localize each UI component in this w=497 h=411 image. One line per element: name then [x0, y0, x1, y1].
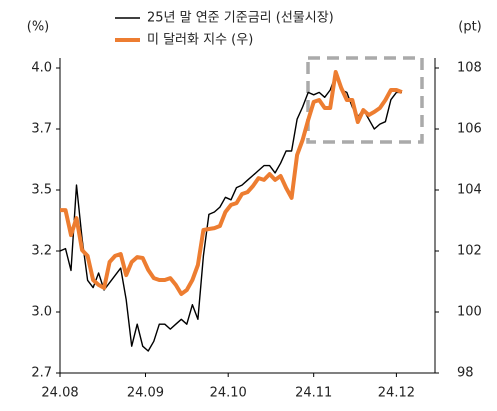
x-tick-label: 24.09: [127, 386, 164, 401]
y2-tick-label: 106: [457, 122, 482, 137]
y-tick-label: 3.7: [31, 122, 52, 137]
legend-label: 25년 말 연준 기준금리 (선물시장): [147, 11, 334, 26]
y-tick-label: 2.7: [31, 366, 52, 381]
x-tick-label: 24.12: [378, 386, 415, 401]
y2-tick-label: 102: [457, 244, 482, 259]
y-tick-label: 3.5: [31, 183, 52, 198]
y-unit: (%): [27, 20, 50, 35]
y2-tick-label: 104: [457, 183, 482, 198]
y-tick-label: 3.2: [31, 244, 52, 259]
legend-label: 미 달러화 지수 (우): [147, 33, 253, 48]
series-line: [60, 70, 403, 296]
y2-tick-label: 108: [457, 61, 482, 76]
y2-tick-label: 100: [457, 305, 482, 320]
x-tick-label: 24.11: [295, 386, 332, 401]
highlight-box: [306, 56, 424, 144]
y2-unit: (pt): [458, 20, 482, 35]
x-tick-label: 24.08: [41, 386, 78, 401]
y-tick-label: 4.0: [31, 61, 52, 76]
y-tick-label: 3.0: [31, 305, 52, 320]
y2-tick-label: 98: [457, 366, 474, 381]
x-tick-label: 24.10: [210, 386, 247, 401]
series-line: [59, 74, 402, 352]
